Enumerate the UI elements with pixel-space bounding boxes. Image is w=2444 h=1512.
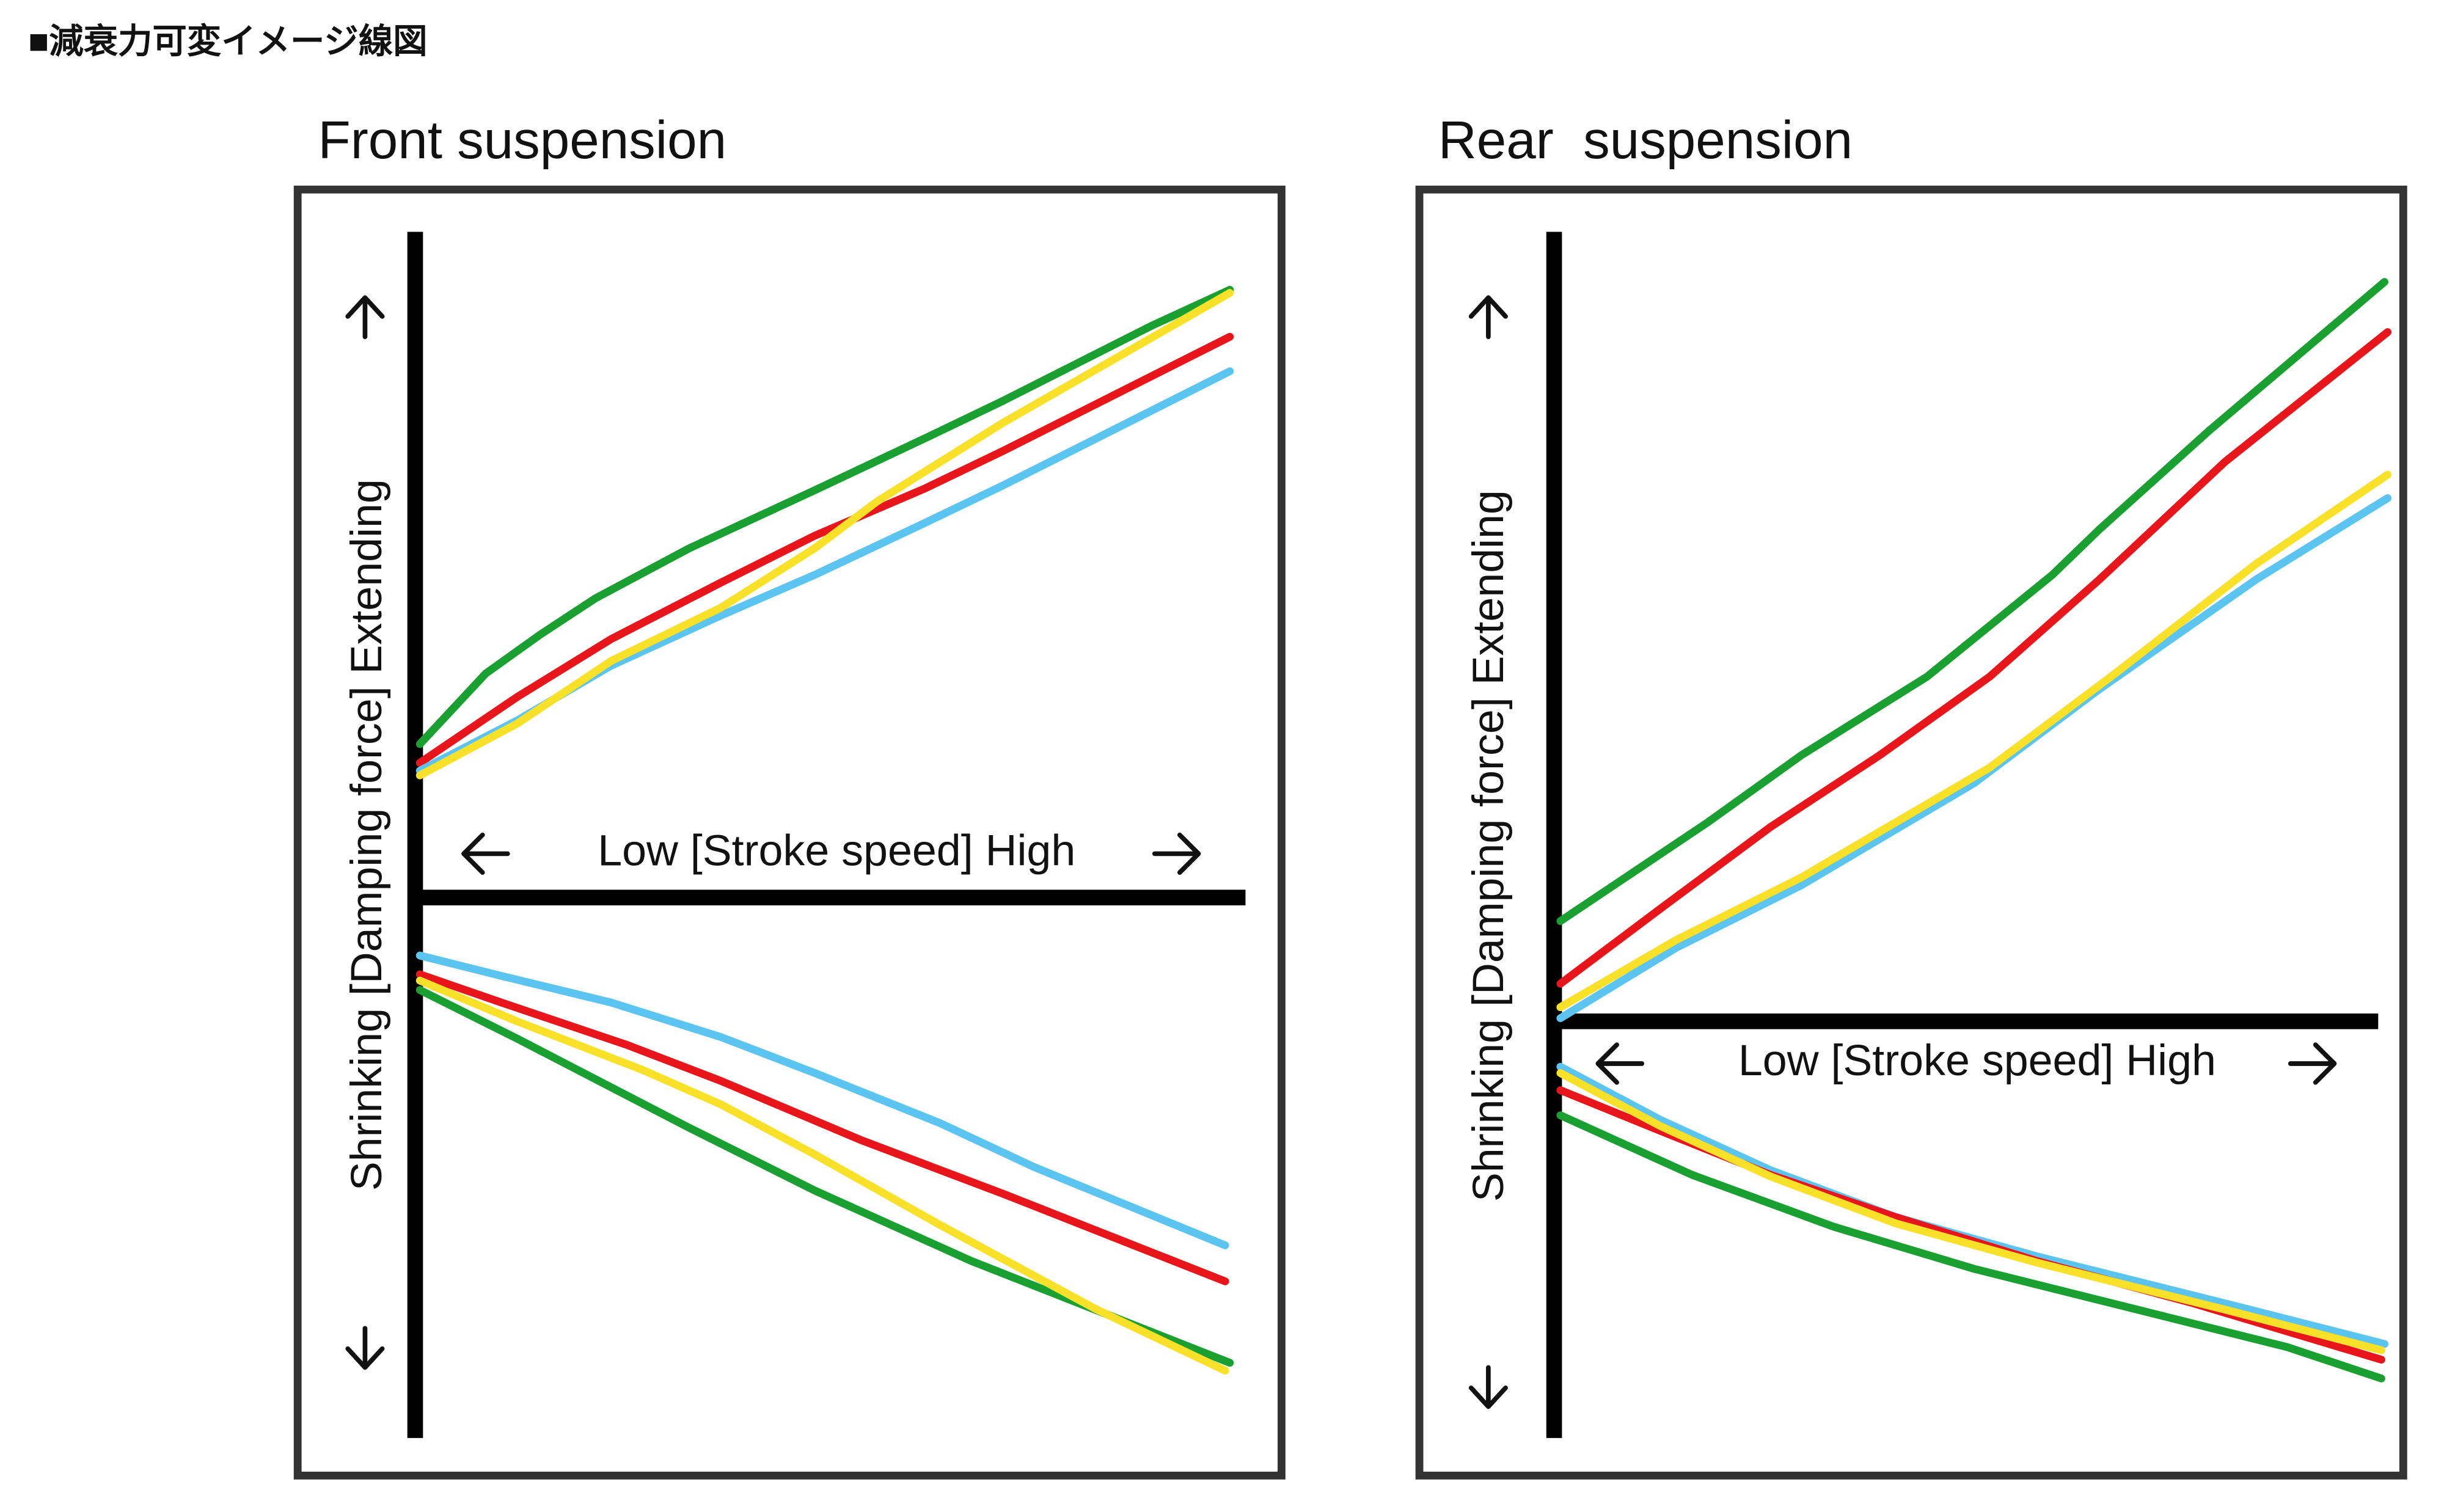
curve-green (1556, 1111, 2385, 1382)
curve-green (415, 285, 1234, 748)
left-arrow (461, 832, 510, 875)
front-panel: Front suspension Shrinking [Damping forc… (293, 111, 1286, 1480)
curve-yellow (415, 976, 1229, 1375)
curve-blue (415, 951, 1229, 1249)
curve-green (1556, 278, 2388, 926)
right-arrow (2288, 1042, 2337, 1085)
panel-title: Front suspension (318, 111, 727, 170)
panel-frame (293, 185, 1286, 1480)
panel-title: Rear suspension (1438, 111, 1853, 170)
curve-green (415, 986, 1234, 1367)
curve-blue (1556, 1062, 2388, 1348)
curve-blue (1556, 494, 2392, 1023)
down-arrow (1468, 1365, 1508, 1409)
x-axis-label: Low [Stroke speed] High (1738, 1036, 2216, 1085)
down-arrow (345, 1326, 385, 1370)
page-title: ■減衰力可変イメージ線図 (28, 22, 427, 60)
curve-yellow (1556, 1069, 2385, 1354)
x-axis-label: Low [Stroke speed] High (598, 826, 1075, 875)
curve-red (415, 970, 1229, 1285)
y-axis-label: Shrinking [Damping force] Extending (1464, 490, 1513, 1202)
left-arrow (1595, 1042, 1645, 1085)
curve-red (1556, 328, 2392, 988)
curve-yellow (1556, 470, 2392, 1012)
rear-panel: Rear suspension Shrinking [Damping force… (1415, 111, 2407, 1480)
curve-yellow (415, 289, 1234, 780)
panel-frame (1415, 185, 2407, 1480)
up-arrow (1468, 295, 1508, 340)
right-arrow (1152, 832, 1201, 875)
curve-red (415, 332, 1234, 767)
y-axis-label: Shrinking [Damping force] Extending (342, 479, 391, 1191)
up-arrow (345, 295, 385, 340)
